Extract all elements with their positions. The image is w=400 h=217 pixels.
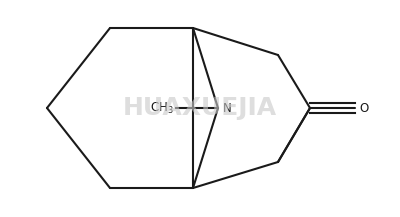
Text: O: O bbox=[359, 102, 368, 115]
Text: N: N bbox=[223, 102, 232, 115]
Text: CH$_3$: CH$_3$ bbox=[150, 100, 174, 115]
Text: HUAXUEJIA: HUAXUEJIA bbox=[123, 97, 277, 120]
